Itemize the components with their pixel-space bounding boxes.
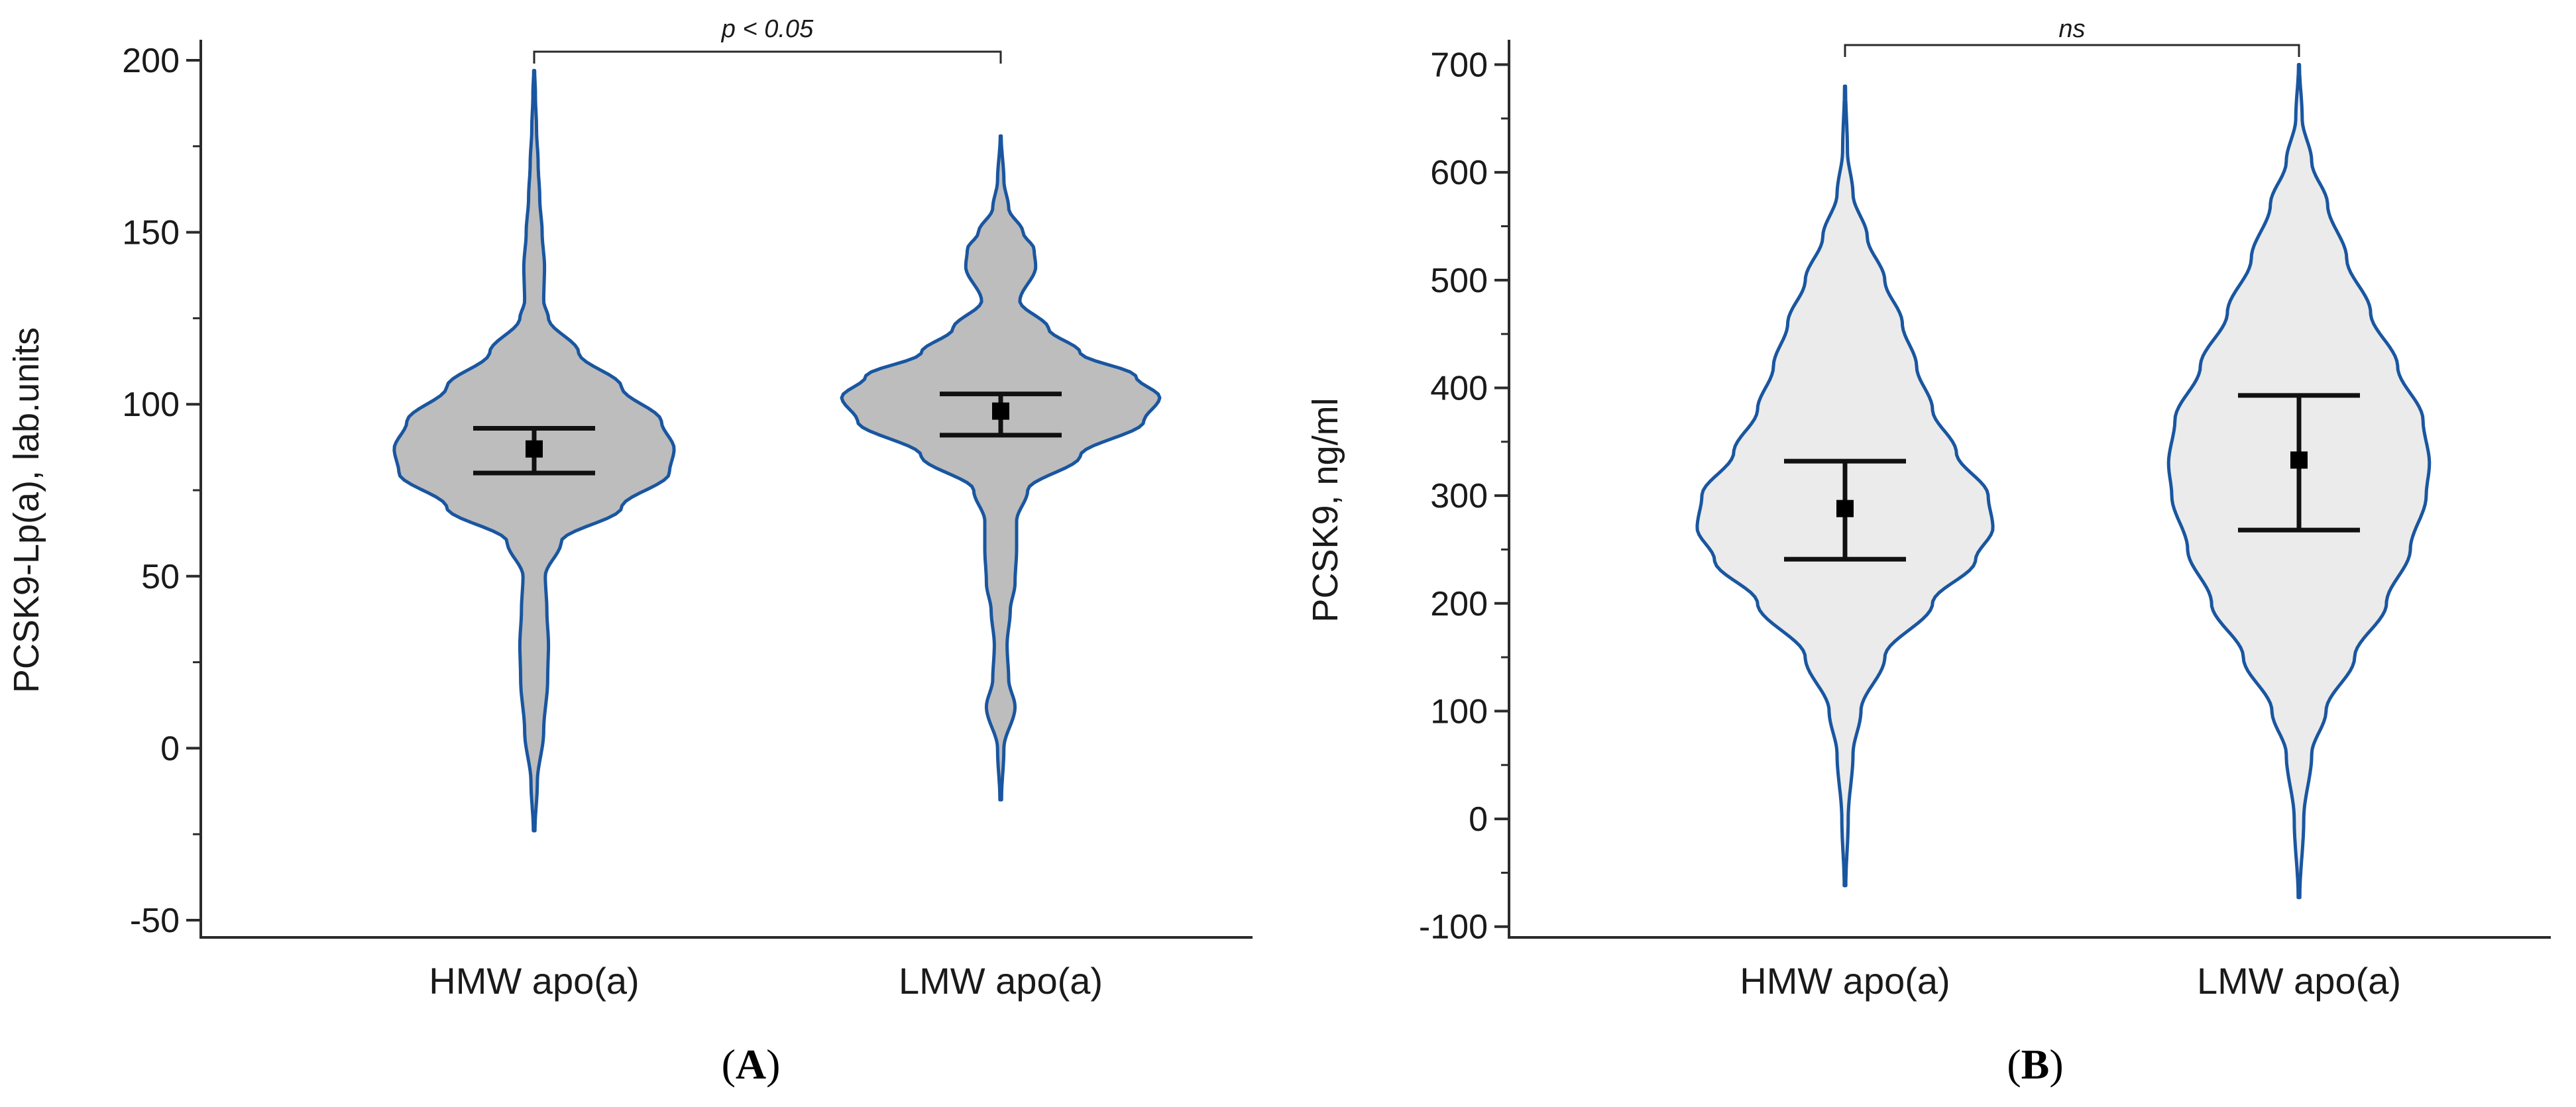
y-tick-label: 600 xyxy=(1430,154,1488,192)
significance-bracket: ns xyxy=(1844,15,2300,57)
panel-a: p < 0.05 -50 0 50 100 150 200 PCSK9-Lp(a), la… xyxy=(7,15,1253,1088)
error-bar-group xyxy=(1784,393,2360,562)
panel-letter: B xyxy=(2021,1041,2050,1088)
x-category-label: LMW apo(a) xyxy=(899,960,1103,1002)
violin-group xyxy=(1695,63,2432,900)
y-axis-and-baseline xyxy=(199,40,1253,939)
y-tick-label: 500 xyxy=(1430,262,1488,300)
mean-marker xyxy=(1836,500,1854,517)
panel-letter: A xyxy=(736,1041,766,1088)
error-bar-group xyxy=(473,392,1062,476)
y-tick-label: 400 xyxy=(1430,369,1488,407)
x-category-label: HMW apo(a) xyxy=(1740,960,1950,1002)
y-tick-label: -50 xyxy=(130,902,180,940)
y-tick-label: 0 xyxy=(1469,800,1488,839)
mean-marker xyxy=(526,440,543,458)
y-tick-label: 300 xyxy=(1430,477,1488,515)
violin-group xyxy=(392,69,1162,833)
significance-bracket: p < 0.05 xyxy=(533,15,1002,64)
y-axis-label: PCSK9-Lp(a), lab.units xyxy=(7,327,46,693)
y-axis-and-baseline xyxy=(1508,40,2551,939)
y-axis-ticks: -100 0 100 200 300 400 500 600 700 xyxy=(1419,46,1509,947)
mean-marker xyxy=(2290,451,2308,469)
panel-label: (B) xyxy=(2007,1041,2063,1088)
y-tick-label: 150 xyxy=(122,214,180,252)
mean-marker xyxy=(992,402,1009,420)
y-axis-label: PCSK9, ng/ml xyxy=(1306,397,1345,622)
y-tick-label: 200 xyxy=(122,42,180,80)
y-tick-label: 0 xyxy=(160,729,180,768)
significance-label: p < 0.05 xyxy=(721,15,814,43)
y-tick-label: 700 xyxy=(1430,46,1488,85)
y-tick-label: 50 xyxy=(141,558,180,596)
y-tick-label: -100 xyxy=(1419,908,1488,947)
y-tick-label: 200 xyxy=(1430,585,1488,623)
y-tick-label: 100 xyxy=(122,386,180,424)
x-category-label: LMW apo(a) xyxy=(2197,960,2401,1002)
significance-label: ns xyxy=(2058,15,2085,43)
panel-b: ns -100 0 100 200 300 400 500 600 700 PCSK9, ng/… xyxy=(1306,15,2551,1088)
y-axis-ticks: -50 0 50 100 150 200 xyxy=(122,42,201,940)
significance-bracket-line xyxy=(533,50,1002,64)
violin-shape xyxy=(840,134,1162,802)
y-tick-label: 100 xyxy=(1430,692,1488,731)
panel-label: (A) xyxy=(722,1041,781,1088)
x-category-label: HMW apo(a) xyxy=(429,960,639,1002)
significance-bracket-line xyxy=(1844,44,2300,57)
